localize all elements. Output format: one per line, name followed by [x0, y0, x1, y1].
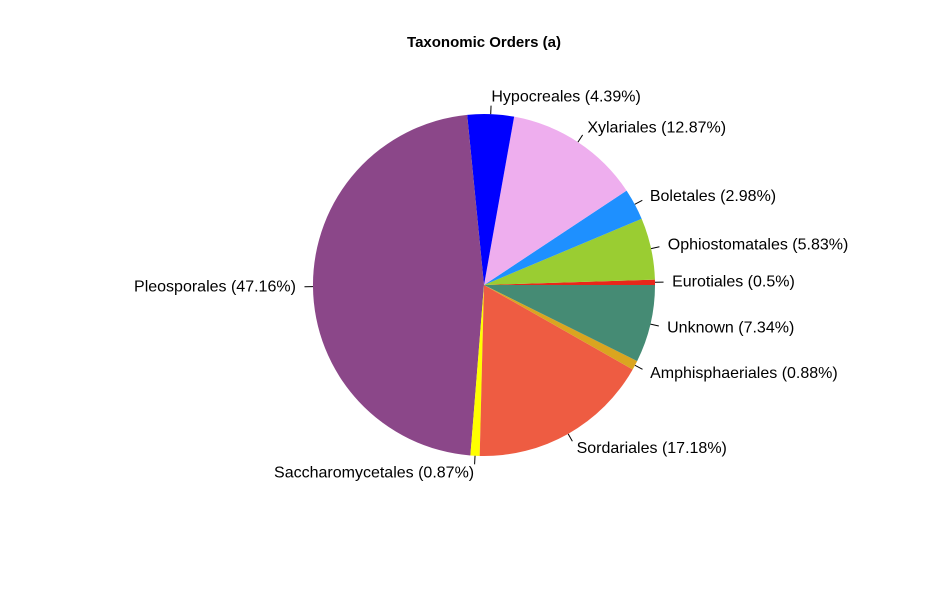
- pie-leader-line: [577, 134, 584, 143]
- pie-slices: [312, 114, 656, 457]
- pie-leader-lines: [304, 105, 664, 465]
- pie-slice: [484, 285, 638, 370]
- pie-slice-label: Ophiostomatales (5.83%): [668, 236, 849, 253]
- pie-slice-label: Hypocreales (4.39%): [491, 89, 640, 106]
- pie-slice-label: Eurotiales (0.5%): [672, 274, 795, 291]
- pie-labels: Eurotiales (0.5%) Ophiostomatales (5.83%)…: [134, 89, 848, 482]
- pie-slice-label: Xylariales (12.87%): [587, 119, 726, 136]
- pie-slice: [484, 116, 627, 286]
- pie-slice: [312, 114, 484, 456]
- pie-slice: [467, 114, 515, 285]
- pie-slice-label: Boletales (2.98%): [650, 188, 776, 205]
- pie-leader-line: [567, 433, 573, 442]
- pie-slice-label: Pleosporales (47.16%): [134, 278, 296, 295]
- pie-leader-line: [650, 323, 659, 327]
- pie-leader-line: [634, 364, 643, 370]
- pie-slice: [484, 285, 655, 362]
- pie-slice: [470, 285, 484, 456]
- pie-slice-label: Sordariales (17.18%): [577, 440, 727, 457]
- pie-slice-label: Saccharomycetales (0.87%): [274, 464, 474, 481]
- pie-slice: [479, 285, 633, 457]
- pie-slice: [484, 190, 642, 285]
- pie-slice-label: Unknown (7.34%): [667, 319, 794, 336]
- chart-title: Taxonomic Orders (a): [407, 34, 561, 51]
- pie-slice: [484, 279, 656, 285]
- pie-slice-label: Amphisphaeriales (0.88%): [650, 365, 838, 382]
- pie-leader-line: [650, 246, 660, 250]
- pie-leader-line: [634, 199, 643, 205]
- pie-slice: [484, 218, 655, 285]
